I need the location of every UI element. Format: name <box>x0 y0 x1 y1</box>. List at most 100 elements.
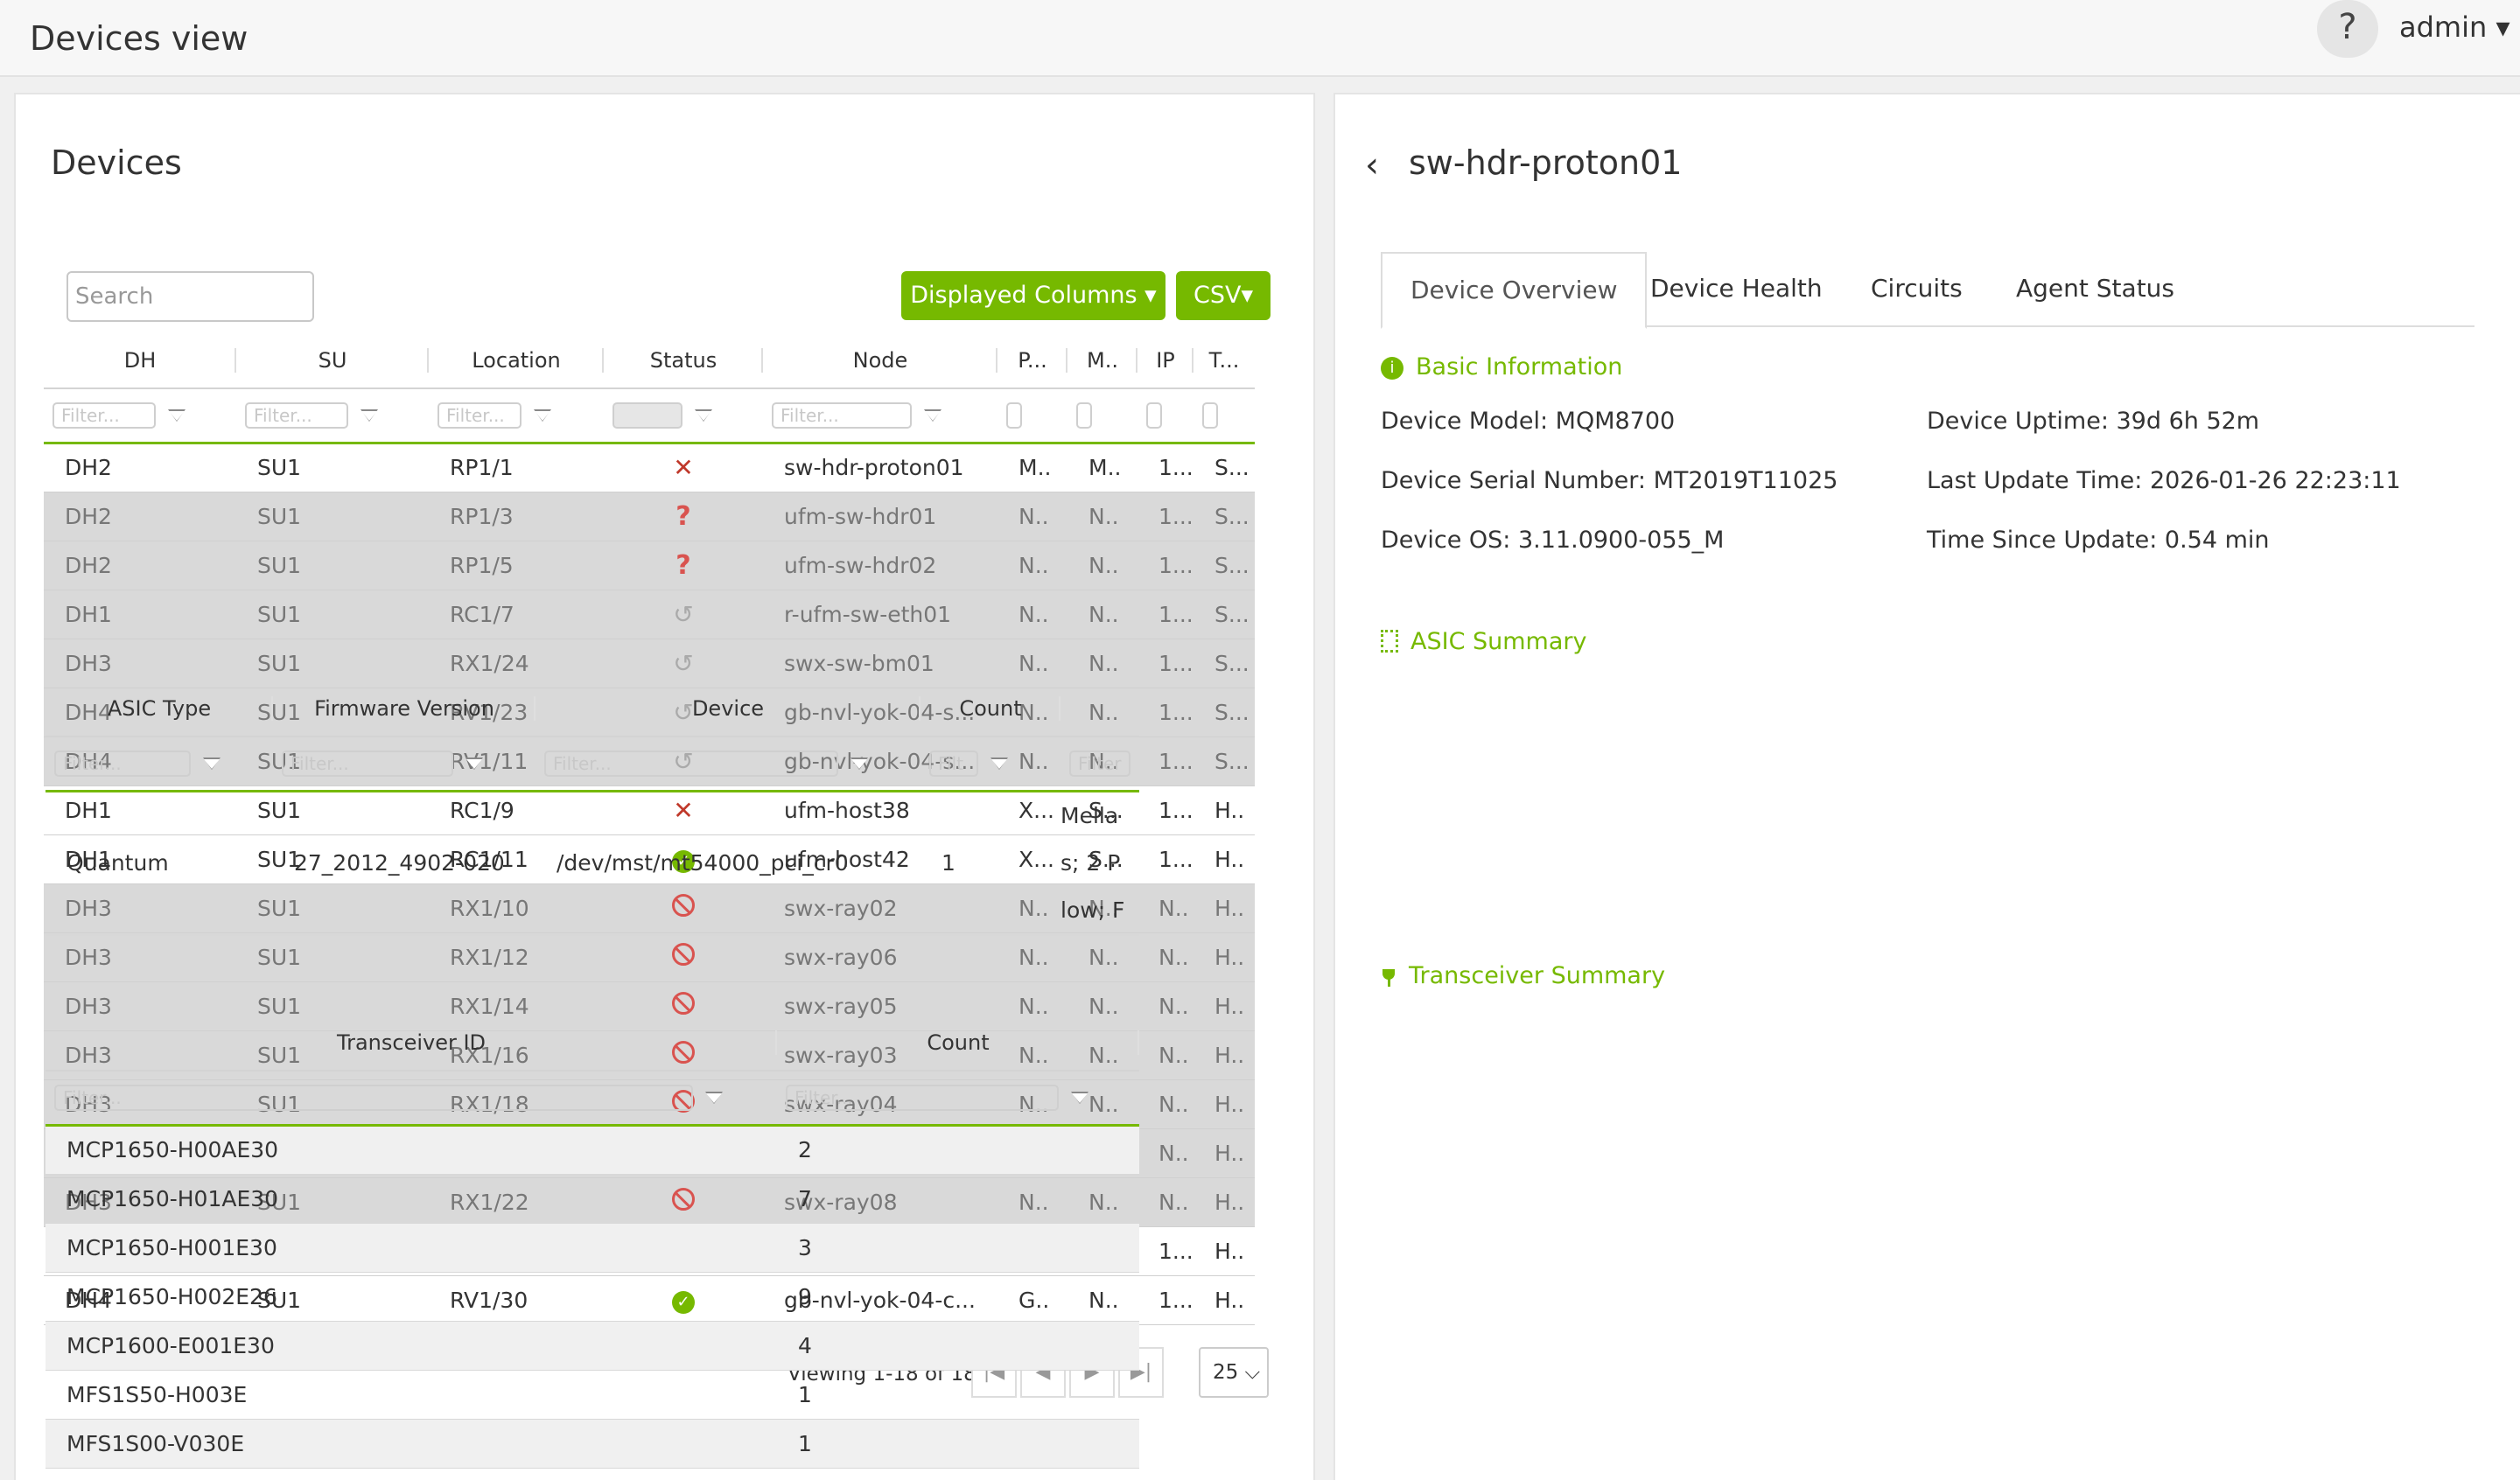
tab-device-overview[interactable]: Device Overview <box>1381 252 1648 329</box>
cell-status: ✕ <box>604 443 763 492</box>
cell-ip: N.. <box>1138 1177 1194 1227</box>
cell-transceiver-count: 4 <box>777 1321 1139 1371</box>
table-row[interactable]: DH2 SU1 RP1/1 ✕ sw-hdr-proton01 M.. M.. 1... S..… <box>44 443 1255 492</box>
column-header-t[interactable]: T... <box>1194 332 1255 389</box>
tab-agent-status[interactable]: Agent Status <box>2016 274 2175 303</box>
table-row[interactable]: MFS1S00-V030E 1 <box>46 1419 1139 1469</box>
filter-input-asic-type[interactable]: Filter... <box>54 750 191 778</box>
info-icon: i <box>1381 357 1404 380</box>
table-row[interactable]: DH3 SU1 RX1/24 ↺ swx-sw-bm01 N.. N.. 1... S... <box>44 639 1255 688</box>
table-row[interactable]: MCP1650-H01AE30 7 <box>46 1174 1139 1224</box>
table-row[interactable]: DH2 SU1 RP1/5? ufm-sw-hdr02 N.. N.. 1... S... <box>44 541 1255 590</box>
cell-node: r-ufm-sw-eth01 <box>763 590 998 639</box>
filter-icon[interactable] <box>534 409 551 422</box>
cell-ip: 1... <box>1138 737 1194 786</box>
cell-t: H.. <box>1194 834 1255 884</box>
filter-icon[interactable] <box>924 409 942 422</box>
cell-node: swx-sw-bm01 <box>763 639 998 688</box>
filter-icon[interactable] <box>203 757 220 771</box>
filter-input-ip[interactable] <box>1146 402 1162 429</box>
column-header-transceiver-count[interactable]: Count <box>777 1015 1139 1072</box>
cell-ip: N.. <box>1138 932 1194 982</box>
column-header-node[interactable]: Node <box>763 332 998 389</box>
filter-input-extra[interactable]: Filter <box>1069 750 1130 778</box>
table-row[interactable]: MCP1650-H002E26 9 <box>46 1272 1139 1322</box>
filter-icon[interactable] <box>466 757 483 771</box>
column-header-count[interactable]: Count <box>920 681 1060 737</box>
filter-input-count[interactable]: Filt <box>929 750 978 778</box>
cell-p: N.. <box>998 541 1068 590</box>
table-row[interactable]: Quantum 27_2012_4902-020 /dev/mst/mt5400… <box>46 791 1139 936</box>
filter-input-location[interactable]: Filter... <box>438 402 522 429</box>
column-header-location[interactable]: Location <box>429 332 604 389</box>
table-row[interactable]: DH1 SU1 RC1/7 ↺ r-ufm-sw-eth01 N.. N.. 1... S... <box>44 590 1255 639</box>
filter-input-su[interactable]: Filter... <box>245 402 348 429</box>
column-header-ip[interactable]: IP <box>1138 332 1194 389</box>
table-row[interactable]: DH2 SU1 RP1/3? ufm-sw-hdr01 N.. N.. 1... S... <box>44 492 1255 541</box>
user-menu[interactable]: admin ▾ <box>2399 10 2510 44</box>
cell-t: H.. <box>1194 981 1255 1031</box>
time-since-update: Time Since Update: 0.54 min <box>1927 527 2270 554</box>
filter-icon[interactable] <box>850 757 868 771</box>
cell-node: ufm-sw-hdr01 <box>763 492 998 541</box>
tab-circuits[interactable]: Circuits <box>1871 274 1963 303</box>
unknown-status-icon: ? <box>676 549 691 581</box>
column-header-device[interactable]: Device <box>536 681 920 737</box>
column-header-firmware[interactable]: Firmware Version <box>273 681 536 737</box>
table-row[interactable]: MCP1650-H001E30 3 <box>46 1223 1139 1273</box>
filter-input-m[interactable] <box>1076 402 1092 429</box>
back-chevron-icon[interactable]: ‹ <box>1365 145 1379 185</box>
column-header-extra[interactable] <box>1060 681 1139 737</box>
filter-input-node[interactable]: Filter... <box>772 402 912 429</box>
cell-transceiver-count: 2 <box>777 1125 1139 1175</box>
filter-icon[interactable] <box>360 409 378 422</box>
table-row[interactable]: MCP1600-E001E30 4 <box>46 1321 1139 1371</box>
table-row[interactable]: MCP1650-H00AE30 2 <box>46 1125 1139 1175</box>
transceiver-summary-heading: Transceiver Summary <box>1381 962 1665 989</box>
help-button[interactable]: ? <box>2317 0 2378 58</box>
column-header-su[interactable]: SU <box>236 332 429 389</box>
filter-icon[interactable] <box>695 409 712 422</box>
cell-t: H.. <box>1194 1030 1255 1080</box>
column-header-m[interactable]: M.. <box>1068 332 1138 389</box>
error-icon: ✕ <box>673 453 694 482</box>
displayed-columns-button[interactable]: Displayed Columns ▾ <box>901 271 1166 320</box>
last-page-icon[interactable]: ▶| <box>1118 1347 1164 1398</box>
cell-ip: N.. <box>1138 981 1194 1031</box>
cell-transceiver-id: MCP1650-H002E26 <box>46 1272 777 1322</box>
cell-dh: DH3 <box>44 932 236 982</box>
cell-su: SU1 <box>236 443 429 492</box>
cell-transceiver-count: 9 <box>777 1272 1139 1322</box>
page-size-select[interactable]: 25 ⌵ <box>1199 1347 1269 1398</box>
filter-input-t[interactable] <box>1202 402 1218 429</box>
cell-ip: 1... <box>1138 1275 1194 1325</box>
csv-button[interactable]: CSV▾ <box>1176 271 1270 320</box>
cell-ip: 1... <box>1138 541 1194 590</box>
column-header-asic-type[interactable]: ASIC Type <box>46 681 273 737</box>
filter-input-transceiver-id[interactable]: Filter... <box>54 1085 693 1112</box>
search-input[interactable] <box>66 271 314 322</box>
filter-input-dh[interactable]: Filter... <box>52 402 156 429</box>
filter-select-status[interactable] <box>612 402 682 429</box>
tab-device-health[interactable]: Device Health <box>1650 274 1823 303</box>
filter-input-p[interactable] <box>1006 402 1022 429</box>
filter-icon[interactable] <box>705 1092 723 1105</box>
cell-t: H.. <box>1194 883 1255 933</box>
column-header-p[interactable]: P... <box>998 332 1068 389</box>
filter-input-transceiver-count[interactable]: Filter... <box>786 1085 1059 1112</box>
asic-extra: Mella s; 2 P low; F <box>1060 791 1139 936</box>
column-header-dh[interactable]: DH <box>44 332 236 389</box>
filter-icon[interactable] <box>168 409 186 422</box>
device-detail-panel: ‹ sw-hdr-proton01 Device Overview Device… <box>1334 93 2520 1480</box>
column-header-transceiver-id[interactable]: Transceiver ID <box>46 1015 777 1072</box>
table-row[interactable]: DH3 SU1 RX1/12 swx-ray06 N.. N.. N.. H.. <box>44 932 1255 982</box>
filter-icon[interactable] <box>1071 1092 1088 1105</box>
cell-su: SU1 <box>236 492 429 541</box>
table-row[interactable]: MFS1S50-H003E 1 <box>46 1370 1139 1420</box>
filter-icon[interactable] <box>990 757 1008 771</box>
disabled-icon <box>672 943 695 966</box>
filter-input-device[interactable]: Filter... <box>544 750 838 778</box>
cell-su: SU1 <box>236 590 429 639</box>
column-header-status[interactable]: Status <box>604 332 763 389</box>
filter-input-firmware[interactable]: Filter... <box>282 750 453 778</box>
